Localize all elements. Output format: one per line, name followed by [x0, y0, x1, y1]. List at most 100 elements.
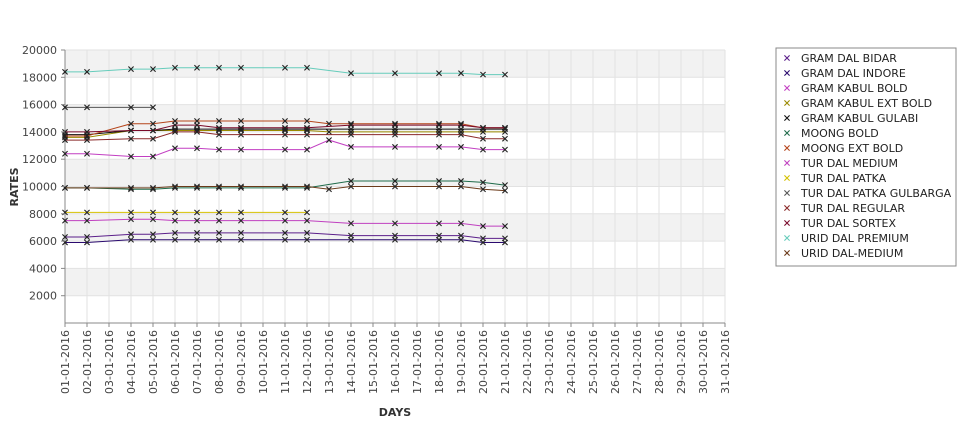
legend-label: GRAM DAL BIDAR	[801, 52, 897, 65]
data-point	[304, 217, 310, 224]
x-tick-label: 17-01-2016	[411, 330, 424, 394]
data-point	[216, 229, 222, 236]
data-point	[150, 135, 156, 142]
legend-marker	[784, 175, 790, 181]
x-tick-label: 15-01-2016	[367, 330, 380, 394]
data-point	[436, 143, 442, 150]
series-8	[62, 209, 310, 216]
series-12	[62, 64, 508, 78]
legend-marker	[784, 205, 790, 211]
data-point	[216, 146, 222, 153]
legend-label: URID DAL-MEDIUM	[801, 247, 903, 260]
data-point	[150, 236, 156, 243]
legend-label: GRAM KABUL GULABI	[801, 112, 918, 125]
data-point	[348, 131, 354, 138]
legend-item: URID DAL-MEDIUM	[784, 247, 903, 260]
data-point	[84, 137, 90, 144]
data-point	[128, 184, 134, 191]
data-point	[150, 127, 156, 134]
data-point	[150, 104, 156, 111]
data-point	[392, 220, 398, 227]
series-layer	[62, 64, 508, 246]
data-point	[194, 209, 200, 216]
data-point	[304, 209, 310, 216]
legend-marker	[784, 250, 790, 256]
y-axis-title: RATES	[8, 167, 21, 206]
data-point	[480, 223, 486, 230]
data-point	[216, 131, 222, 138]
data-point	[480, 135, 486, 142]
data-point	[172, 183, 178, 190]
data-point	[216, 236, 222, 243]
data-point	[304, 183, 310, 190]
data-point	[502, 146, 508, 153]
data-point	[326, 128, 332, 135]
data-point	[304, 236, 310, 243]
x-tick-label: 26-01-2016	[609, 330, 622, 394]
data-point	[84, 150, 90, 157]
y-tick-label: 6000	[29, 235, 57, 248]
data-point	[194, 122, 200, 129]
data-point	[502, 71, 508, 78]
legend-item: TUR DAL SORTEX	[784, 217, 896, 230]
data-point	[502, 187, 508, 194]
data-point	[480, 179, 486, 186]
data-point	[304, 146, 310, 153]
data-point	[392, 178, 398, 185]
data-point	[128, 135, 134, 142]
data-point	[150, 184, 156, 191]
x-tick-label: 13-01-2016	[323, 330, 336, 394]
legend-item: GRAM KABUL EXT BOLD	[784, 97, 932, 110]
legend-item: MOONG BOLD	[784, 127, 879, 140]
legend-label: TUR DAL SORTEX	[800, 217, 896, 230]
x-tick-label: 29-01-2016	[675, 330, 688, 394]
legend-label: TUR DAL MEDIUM	[800, 157, 898, 170]
legend-marker	[784, 115, 790, 121]
data-point	[348, 70, 354, 77]
data-point	[282, 209, 288, 216]
series-5	[62, 178, 508, 193]
data-point	[238, 64, 244, 71]
data-point	[458, 131, 464, 138]
data-point	[150, 209, 156, 216]
data-point	[304, 229, 310, 236]
x-tick-label: 11-01-2016	[279, 330, 292, 394]
legend-item: TUR DAL PATKA GULBARGA	[784, 187, 952, 200]
legend-label: URID DAL PREMIUM	[801, 232, 909, 245]
data-point	[216, 183, 222, 190]
series-2	[62, 137, 508, 160]
x-tick-label: 30-01-2016	[697, 330, 710, 394]
data-point	[282, 236, 288, 243]
data-point	[480, 71, 486, 78]
legend-label: MOONG BOLD	[801, 127, 879, 140]
data-point	[194, 236, 200, 243]
data-point	[238, 117, 244, 124]
data-point	[348, 220, 354, 227]
legend-box	[775, 47, 957, 267]
legend-item: TUR DAL MEDIUM	[784, 157, 898, 170]
data-point	[436, 122, 442, 129]
x-tick-label: 24-01-2016	[565, 330, 578, 394]
data-point	[480, 146, 486, 153]
data-point	[194, 128, 200, 135]
legend-item: GRAM DAL INDORE	[784, 67, 906, 80]
data-point	[480, 186, 486, 193]
data-point	[84, 184, 90, 191]
x-tick-label: 27-01-2016	[631, 330, 644, 394]
data-point	[62, 137, 68, 144]
legend-item: TUR DAL REGULAR	[784, 202, 905, 215]
x-tick-label: 23-01-2016	[543, 330, 556, 394]
tick-labels: 2000 4000 6000 8000 10000 12000 14000 16000 1800…	[22, 44, 732, 394]
series-13	[62, 183, 508, 194]
data-point	[238, 183, 244, 190]
data-point	[348, 178, 354, 185]
x-tick-label: 19-01-2016	[455, 330, 468, 394]
data-point	[458, 70, 464, 77]
data-point	[84, 209, 90, 216]
y-tick-label: 14000	[22, 126, 57, 139]
series-0	[62, 229, 508, 242]
y-tick-label: 2000	[29, 290, 57, 303]
data-point	[194, 183, 200, 190]
data-point	[84, 217, 90, 224]
